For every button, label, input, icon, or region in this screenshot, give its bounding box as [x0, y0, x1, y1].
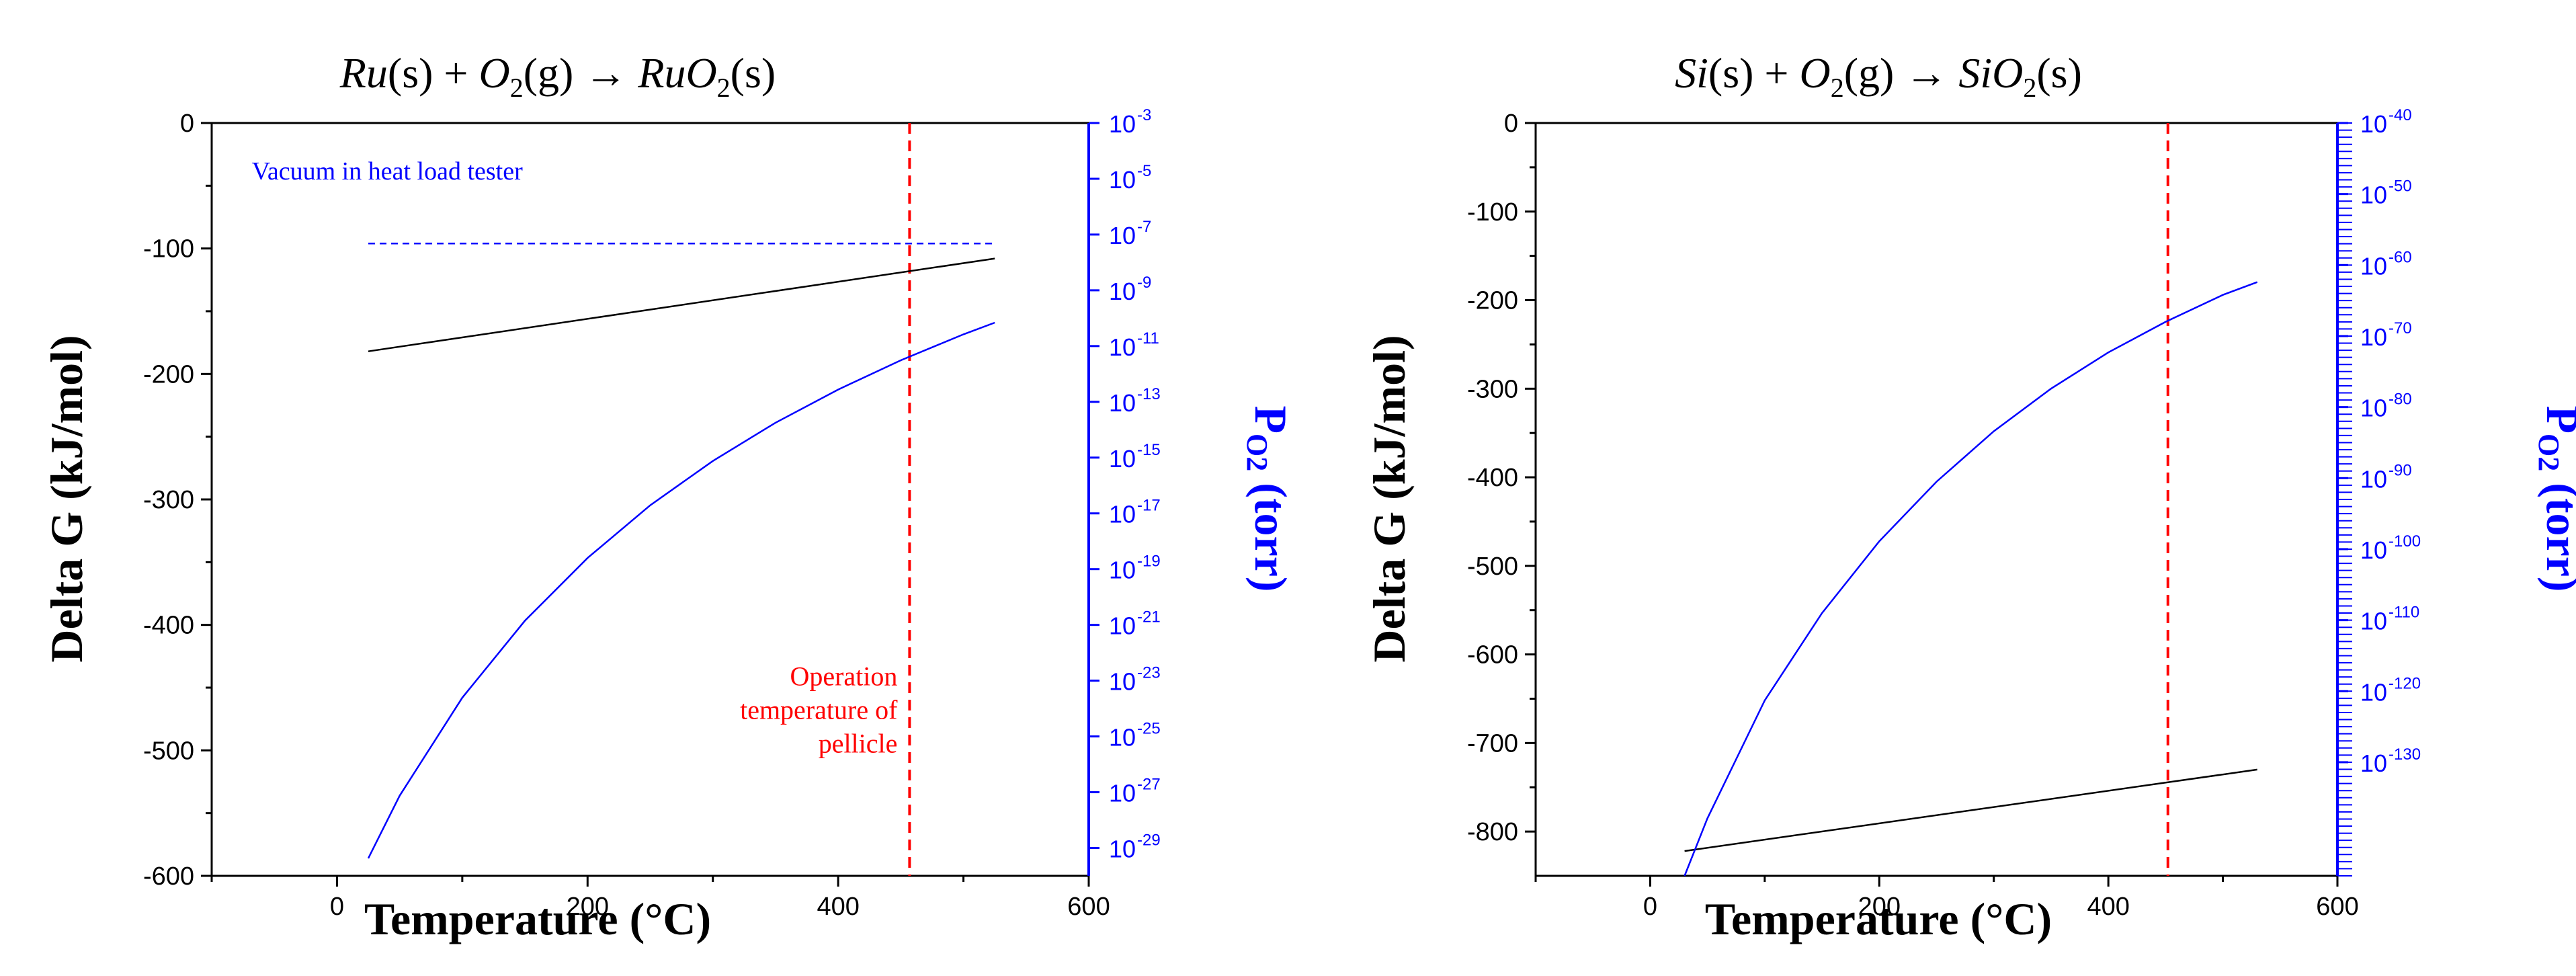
y-tick-label: -700 [1467, 729, 1518, 758]
y2-tick-label: 10 [2360, 110, 2387, 138]
y-tick-label: 0 [180, 110, 194, 138]
y-tick-label: -600 [143, 862, 194, 891]
y-tick-label: -200 [143, 360, 194, 389]
y2-tick-exponent: -13 [1137, 385, 1161, 403]
y2-tick-label: 10 [1109, 110, 1136, 138]
y-tick-label: -300 [143, 486, 194, 514]
y2-tick-label: 10 [1109, 780, 1136, 807]
y-tick-label: -100 [1467, 198, 1518, 227]
y-tick-label: -400 [1467, 464, 1518, 492]
y2-tick-exponent: -130 [2388, 745, 2421, 764]
y2-axis-label-si: PO2 (torr) [2532, 405, 2576, 592]
y2-tick-exponent: -23 [1137, 664, 1161, 682]
y2-tick-label: 10 [1109, 389, 1136, 417]
y2-tick-label: 10 [1109, 445, 1136, 473]
x-tick-label: 200 [1858, 893, 1901, 921]
x-tick-label: 200 [567, 893, 609, 921]
x-tick-label: 600 [1067, 893, 1110, 921]
y-tick-label: -300 [1467, 375, 1518, 403]
y2-tick-exponent: -27 [1137, 776, 1161, 794]
y2-tick-label: 10 [2360, 465, 2387, 493]
y2-tick-exponent: -7 [1137, 218, 1151, 236]
y2-tick-label: 10 [1109, 612, 1136, 640]
annotation-vacuum: Vacuum in heat load tester [252, 157, 523, 186]
annotation-operation-line1: Operation [790, 661, 897, 691]
y2-tick-label: 10 [1109, 836, 1136, 863]
y2-tick-exponent: -60 [2388, 248, 2412, 266]
chart-panel-si: Si(s) + O2(g) → SiO2(s) Delta G (kJ/mol)… [1364, 49, 2576, 944]
y2-tick-label: 10 [1109, 166, 1136, 194]
y2-tick-label: 10 [2360, 323, 2387, 351]
chart-panel-ru: Ru(s) + O2(g) → RuO2(s) Delta G (kJ/mol)… [41, 49, 1296, 944]
y2-tick-exponent: -70 [2388, 319, 2412, 337]
annotation-operation-line3: pellicle [819, 728, 898, 758]
x-tick-label: 400 [817, 893, 859, 921]
y2-tick-label: 10 [1109, 557, 1136, 584]
y2-tick-label: 10 [2360, 181, 2387, 209]
y-tick-label: -400 [143, 612, 194, 640]
x-axis-label-si: Temperature (°C) [1705, 893, 2052, 944]
y2-tick-exponent: -100 [2388, 532, 2421, 551]
x-tick-label: 0 [330, 893, 344, 921]
y2-tick-exponent: -15 [1137, 441, 1161, 459]
y2-tick-exponent: -80 [2388, 391, 2412, 409]
y2-tick-exponent: -21 [1137, 608, 1161, 626]
y2-tick-label: 10 [1109, 724, 1136, 751]
chart-title-ru: Ru(s) + O2(g) → RuO2(s) [339, 49, 776, 103]
y-tick-label: -100 [143, 235, 194, 263]
y-tick-label: 0 [1504, 110, 1518, 138]
y2-tick-label: 10 [1109, 333, 1136, 361]
y2-tick-exponent: -90 [2388, 461, 2412, 479]
y2-tick-label: 10 [2360, 678, 2387, 706]
y-tick-label: -200 [1467, 287, 1518, 315]
y2-tick-label: 10 [2360, 395, 2387, 422]
y2-tick-exponent: -5 [1137, 162, 1151, 180]
y2-tick-exponent: -110 [2388, 604, 2419, 622]
y2-tick-exponent: -17 [1137, 497, 1161, 515]
y2-tick-exponent: -19 [1137, 553, 1161, 571]
y2-tick-label: 10 [1109, 278, 1136, 305]
y-axis-label-si: Delta G (kJ/mol) [1364, 335, 1415, 662]
y2-tick-exponent: -120 [2388, 674, 2421, 692]
x-axis-label-ru: Temperature (°C) [364, 893, 711, 944]
y-tick-label: -500 [143, 737, 194, 765]
y2-tick-label: 10 [2360, 749, 2387, 777]
y2-tick-label: 10 [2360, 608, 2387, 635]
y2-tick-label: 10 [1109, 222, 1136, 249]
po2-series-line [367, 321, 995, 859]
y-axis-label-ru: Delta G (kJ/mol) [41, 335, 92, 662]
x-tick-label: 600 [2316, 893, 2358, 921]
y2-tick-exponent: -40 [2388, 106, 2412, 124]
y2-tick-label: 10 [2360, 252, 2387, 280]
annotation-operation-line2: temperature of [740, 694, 898, 725]
y-tick-label: -800 [1467, 818, 1518, 846]
x-tick-label: 0 [1643, 893, 1657, 921]
y2-tick-exponent: -29 [1137, 831, 1161, 850]
delta-g-series-line [1684, 768, 2257, 852]
po2-series-line [1684, 281, 2258, 877]
y2-tick-exponent: -25 [1137, 720, 1161, 738]
y2-tick-label: 10 [2360, 536, 2387, 564]
y2-tick-label: 10 [1109, 501, 1136, 528]
x-tick-label: 400 [2087, 893, 2129, 921]
y2-axis-label-ru: PO2 (torr) [1241, 405, 1296, 592]
chart-title-si: Si(s) + O2(g) → SiO2(s) [1675, 49, 2082, 103]
y2-tick-exponent: -50 [2388, 177, 2412, 196]
y2-tick-exponent: -11 [1137, 329, 1159, 348]
y2-tick-label: 10 [1109, 668, 1136, 696]
plot-area-si: 0 200 400 600 0 -100 -200 -300 -400 -500 -600 -700 -… [1467, 106, 2421, 921]
delta-g-series-line [368, 257, 995, 352]
y2-tick-exponent: -9 [1137, 274, 1151, 292]
y2-tick-exponent: -3 [1137, 106, 1151, 124]
y-tick-label: -500 [1467, 553, 1518, 581]
y-tick-label: -600 [1467, 641, 1518, 669]
